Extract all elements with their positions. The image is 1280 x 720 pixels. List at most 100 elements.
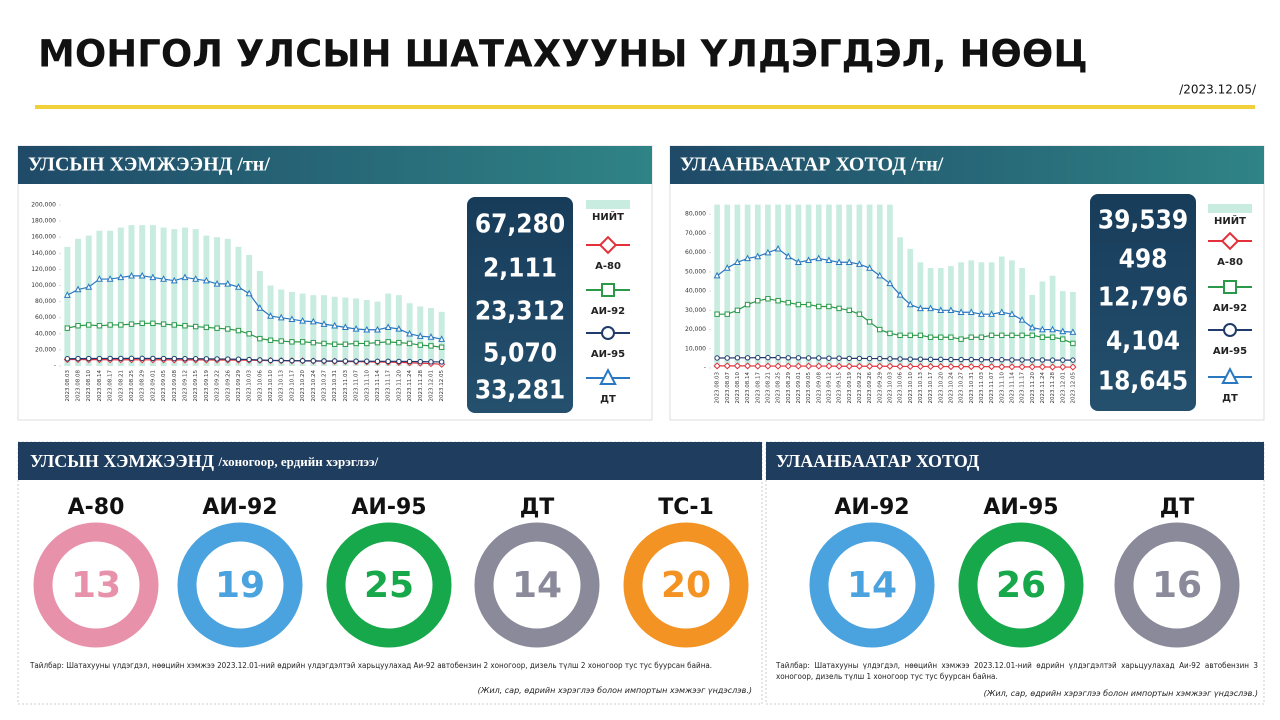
days-value: 19 [215, 565, 265, 606]
marker [754, 252, 762, 260]
marker [385, 339, 391, 345]
marker [353, 358, 359, 364]
section-title: УЛААНБААТАР ХОТОД [776, 451, 980, 471]
marker [267, 312, 275, 319]
marker [352, 325, 360, 332]
marker [139, 320, 145, 327]
x-tick-label: 2023.11.03 [979, 372, 985, 404]
marker [170, 276, 178, 284]
ring [1114, 522, 1240, 648]
marker [171, 322, 177, 328]
marker [213, 279, 221, 287]
marker [794, 258, 802, 265]
bar [256, 271, 263, 366]
marker [1008, 363, 1016, 371]
marker [214, 356, 220, 362]
bar [775, 204, 781, 368]
marker [331, 321, 339, 329]
marker [846, 307, 852, 314]
section-title: УЛСЫН ХЭМЖЭЭНД /хоногоор, ердийн хэрэглэ… [30, 451, 379, 471]
days-value: 14 [512, 565, 562, 606]
marker [775, 298, 781, 304]
marker [998, 308, 1006, 315]
x-tick-label: 2023.08.08 [76, 370, 82, 402]
marker [876, 271, 884, 279]
x-tick-label: 2023.09.01 [150, 370, 156, 402]
x-tick-label: 2023.10.17 [928, 372, 934, 404]
bar [139, 225, 146, 366]
bar [1049, 275, 1056, 368]
y-tick-label: 10,000 [685, 345, 706, 352]
x-tick-label: 2023.08.10 [735, 372, 741, 404]
legend-label: НИЙТ [592, 210, 624, 223]
marker [320, 320, 328, 327]
marker [826, 355, 832, 361]
marker [438, 344, 445, 350]
marker [246, 331, 252, 337]
marker [1009, 357, 1015, 363]
marker [118, 355, 124, 362]
bar [907, 248, 914, 368]
section-subtitle: /хоногоор, ердийн хэрэглээ/ [217, 454, 378, 469]
marker [825, 256, 833, 264]
marker [150, 355, 156, 362]
x-tick-label: 2023.10.27 [959, 372, 965, 404]
fuel-label: ТС-1 [658, 495, 714, 520]
marker [1069, 363, 1077, 371]
legend-label: АИ-95 [1213, 346, 1247, 357]
x-tick-label: 2023.08.25 [776, 372, 782, 404]
x-tick-label: 2023.08.29 [786, 372, 792, 404]
marker [896, 291, 904, 298]
marker [107, 355, 113, 362]
marker [734, 307, 741, 314]
marker [342, 341, 349, 347]
marker [1008, 310, 1016, 317]
panel-header [766, 442, 1264, 480]
marker [85, 283, 93, 290]
days-value: 20 [661, 565, 711, 606]
x-tick-label: 2023.08.07 [725, 372, 731, 404]
marker [181, 273, 189, 281]
y-tick-label: 70,000 [685, 230, 706, 237]
marker [342, 358, 349, 364]
marker [299, 358, 306, 364]
bar [224, 238, 231, 366]
marker [744, 254, 752, 262]
marker [724, 355, 730, 361]
y-tick-label: - [704, 365, 706, 372]
marker [836, 355, 842, 361]
bar [235, 246, 242, 366]
marker [1060, 336, 1066, 342]
y-tick-label: 180,000 [31, 218, 56, 225]
bar [192, 229, 199, 366]
y-tick-label: 40,000 [35, 330, 56, 337]
marker [938, 356, 944, 363]
summary-box [467, 197, 573, 413]
x-tick-label: 2023.12.01 [428, 370, 434, 402]
bar [785, 204, 792, 368]
marker [825, 362, 833, 370]
marker [856, 355, 863, 362]
ring [474, 522, 600, 648]
marker [160, 275, 168, 282]
marker [117, 273, 125, 281]
marker [299, 339, 306, 345]
x-tick-label: 2023.09.15 [193, 370, 199, 402]
x-tick-label: 2023.11.10 [999, 372, 1005, 404]
y-tick-label: 100,000 [31, 282, 56, 289]
bar [815, 204, 822, 368]
panel-header [18, 146, 652, 184]
marker [86, 322, 92, 328]
marker [278, 338, 284, 344]
marker [713, 362, 721, 370]
y-tick-label: 200,000 [31, 202, 56, 209]
bar [846, 204, 853, 368]
bar [836, 204, 842, 368]
legend-label: ДТ [1222, 393, 1238, 404]
panel [765, 441, 1265, 705]
x-tick-label: 2023.10.10 [268, 370, 274, 402]
x-tick-label: 2023.08.25 [129, 370, 135, 402]
marker [764, 248, 772, 256]
x-tick-label: 2023.12.05 [1070, 372, 1076, 404]
marker [723, 264, 731, 271]
